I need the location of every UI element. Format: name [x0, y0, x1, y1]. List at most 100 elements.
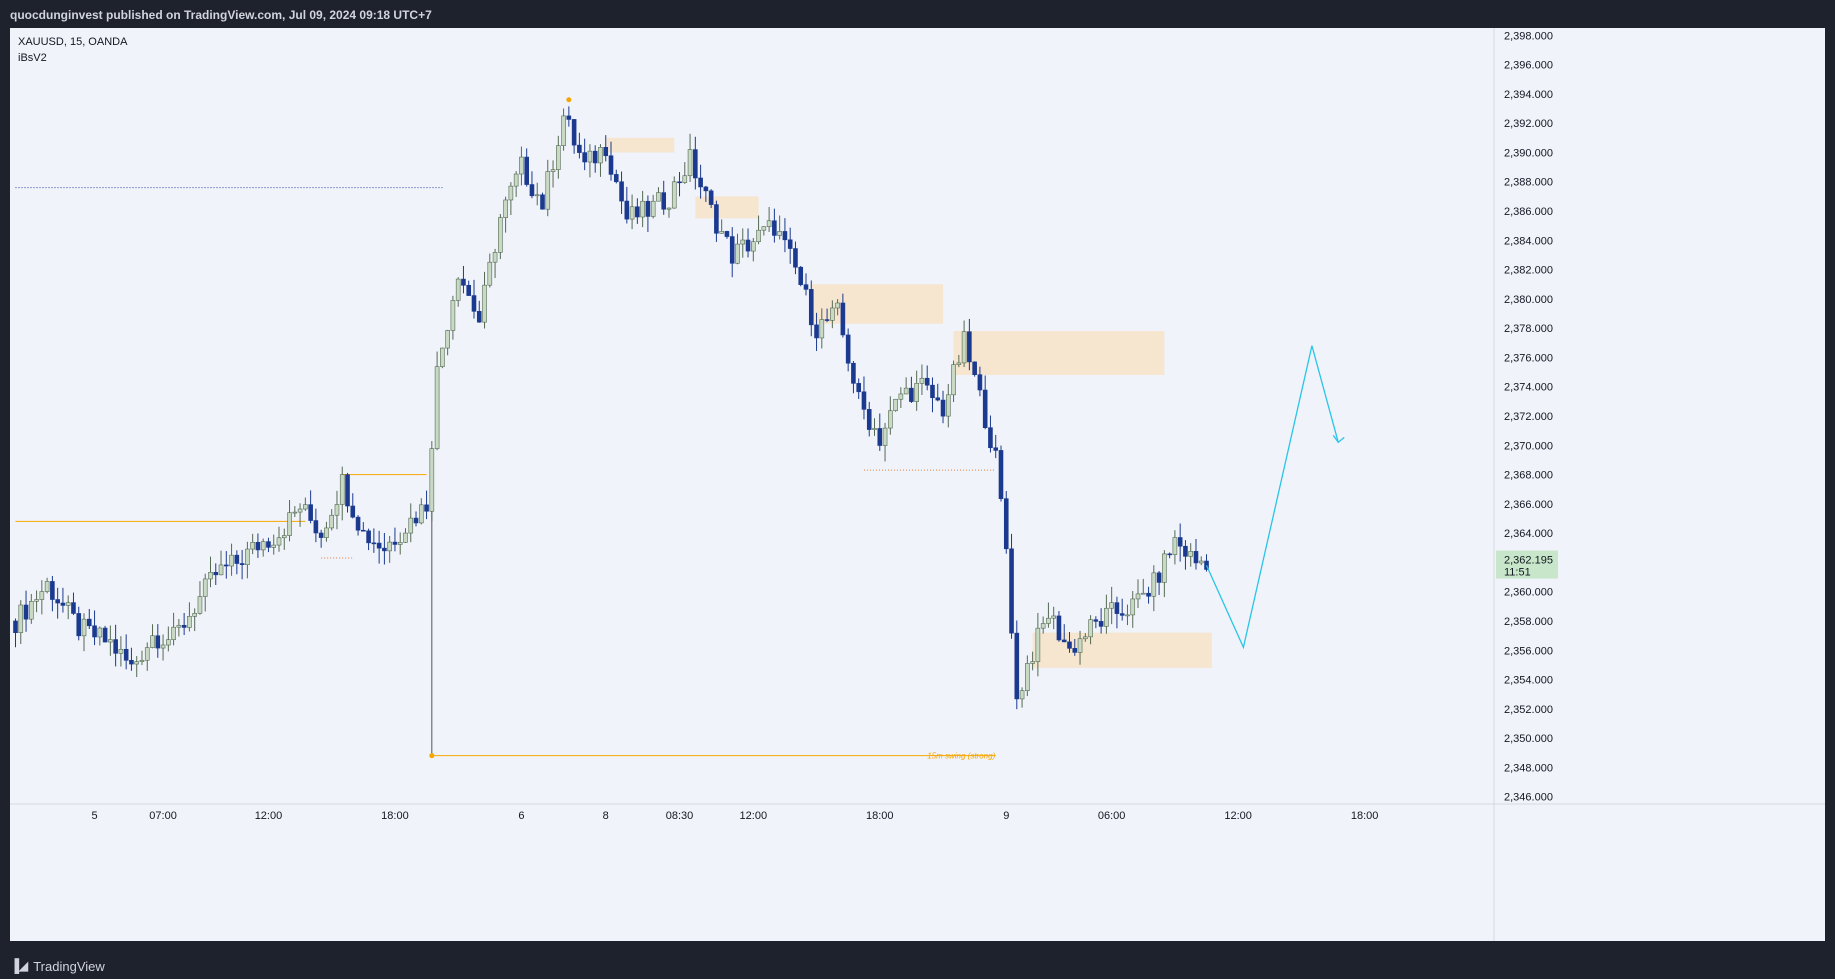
- publisher-header: quocdunginvest published on TradingView.…: [0, 0, 1835, 28]
- candle-body: [977, 374, 983, 391]
- candle-body: [845, 334, 851, 364]
- candle-body: [550, 169, 556, 172]
- candle-body: [1204, 560, 1209, 570]
- price-axis[interactable]: 2,398.000 2,396.000 2,394.000 2,392.000 2,39…: [1493, 28, 1553, 941]
- candle-body: [266, 541, 271, 548]
- candle-body: [76, 613, 82, 637]
- candle-body: [1130, 598, 1136, 616]
- candle-body: [745, 239, 751, 252]
- candle-body: [735, 243, 740, 264]
- candle-body: [160, 644, 166, 649]
- candle-body: [835, 302, 840, 309]
- price-tick-label: 2,350.000: [1504, 733, 1553, 745]
- symbol-line: XAUUSD, 15, OANDA: [18, 36, 128, 48]
- candle-body: [624, 200, 630, 220]
- candle-body: [129, 659, 134, 665]
- candle-body: [1198, 560, 1204, 564]
- zone-box: [953, 331, 1165, 376]
- candle-body: [482, 284, 487, 323]
- candle-body: [919, 377, 925, 384]
- candle-body: [1003, 498, 1009, 550]
- time-tick-label: 9: [1003, 810, 1009, 822]
- candle-body: [1146, 592, 1151, 597]
- candle-body: [566, 115, 572, 120]
- candle-body: [830, 307, 835, 321]
- candle-body: [239, 563, 245, 565]
- candle-body: [756, 229, 761, 242]
- candle-body: [851, 362, 856, 384]
- candle-body: [993, 447, 999, 451]
- time-tick-label: 12:00: [255, 810, 283, 822]
- candle-body: [471, 295, 477, 312]
- candle-body: [1151, 572, 1157, 597]
- candle-body: [540, 194, 545, 210]
- publisher-line: quocdunginvest published on TradingView.…: [10, 8, 432, 22]
- candle-body: [967, 331, 972, 363]
- candle-body: [814, 324, 819, 339]
- time-tick-label: 5: [91, 810, 97, 822]
- zone-box: [695, 196, 759, 219]
- candle-body: [882, 427, 888, 446]
- candle-body: [29, 601, 34, 620]
- candle-body: [139, 659, 145, 662]
- candle-body: [1083, 636, 1088, 640]
- candle-body: [592, 150, 598, 164]
- candle-body: [434, 366, 440, 449]
- price-tick-label: 2,388.000: [1504, 177, 1553, 189]
- candle-body: [666, 207, 672, 210]
- time-tick-label: 12:00: [1224, 810, 1252, 822]
- candle-body: [513, 173, 519, 187]
- price-tick-label: 2,382.000: [1504, 265, 1553, 277]
- price-tick-label: 2,368.000: [1504, 470, 1553, 482]
- candle-body: [245, 548, 250, 565]
- price-tick-label: 2,398.000: [1504, 30, 1553, 42]
- candle-body: [888, 410, 893, 429]
- candle-body: [777, 231, 782, 236]
- candle-body: [192, 613, 197, 617]
- candle-body: [650, 200, 656, 217]
- candle-body: [271, 544, 277, 548]
- candle-body: [1051, 615, 1056, 619]
- candle-body: [318, 532, 324, 538]
- candle-body: [1119, 613, 1125, 616]
- candle-body: [1019, 690, 1025, 700]
- price-tick-label: 2,390.000: [1504, 147, 1553, 159]
- time-axis[interactable]: 5 07:00 12:00 18:00 6 8 08:30 12:00 18:00 9 06:00 1…: [10, 803, 1825, 822]
- candle-body: [1093, 619, 1099, 622]
- bar-countdown: 11:51: [1504, 567, 1531, 579]
- candle-body: [782, 231, 788, 241]
- candle-body: [893, 398, 898, 412]
- candle-body: [50, 581, 55, 600]
- candle-body: [772, 220, 777, 236]
- candle-body: [1193, 551, 1199, 564]
- candle-body: [677, 181, 682, 184]
- candle-body: [698, 177, 703, 188]
- tradingview-brand[interactable]: ▐◢ TradingView: [10, 958, 105, 974]
- chart-area[interactable]: 2,398.000 2,396.000 2,394.000 2,392.000 2,39…: [10, 28, 1825, 941]
- price-chart[interactable]: 2,398.000 2,396.000 2,394.000 2,392.000 2,39…: [10, 28, 1825, 941]
- candle-body: [945, 394, 951, 417]
- candle-body: [403, 532, 408, 543]
- candle-body: [1125, 614, 1130, 617]
- candle-body: [714, 204, 719, 234]
- candle-body: [450, 300, 456, 331]
- candle-body: [345, 474, 350, 507]
- candle-body: [1077, 638, 1083, 653]
- candle-body: [224, 564, 229, 567]
- candle-body: [260, 541, 266, 551]
- candle-body: [719, 231, 724, 234]
- candle-body: [640, 200, 645, 218]
- candle-body: [313, 520, 319, 534]
- candle-body: [856, 383, 862, 393]
- candle-body: [940, 399, 946, 417]
- candle-body: [429, 448, 435, 512]
- candle-body: [687, 149, 693, 177]
- price-tick-label: 2,366.000: [1504, 499, 1553, 511]
- candle-body: [350, 505, 356, 518]
- candle-body: [840, 302, 846, 336]
- candle-body: [1061, 639, 1067, 643]
- candle-body: [1025, 663, 1030, 691]
- zone-box: [605, 137, 675, 153]
- candle-body: [71, 602, 76, 614]
- candle-body: [303, 504, 308, 510]
